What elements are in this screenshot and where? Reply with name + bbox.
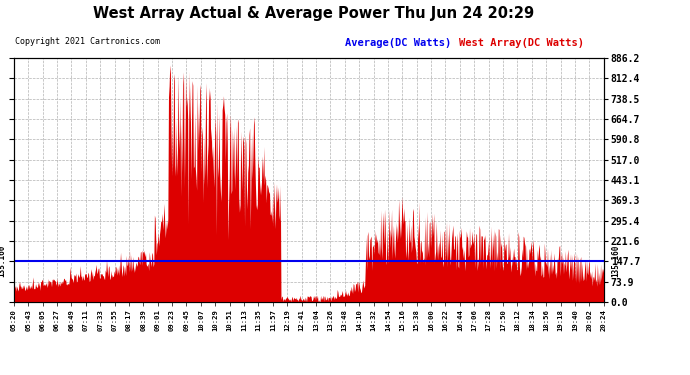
Text: 135.160: 135.160 (0, 245, 7, 278)
Text: 135.160: 135.160 (611, 245, 620, 278)
Text: Copyright 2021 Cartronics.com: Copyright 2021 Cartronics.com (15, 38, 160, 46)
Text: Average(DC Watts): Average(DC Watts) (345, 38, 464, 48)
Text: West Array Actual & Average Power Thu Jun 24 20:29: West Array Actual & Average Power Thu Ju… (93, 6, 535, 21)
Text: West Array(DC Watts): West Array(DC Watts) (459, 38, 584, 48)
